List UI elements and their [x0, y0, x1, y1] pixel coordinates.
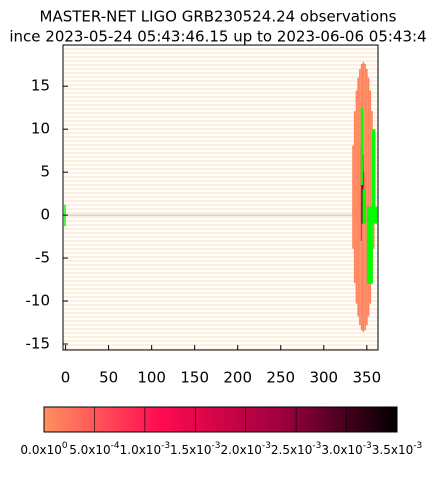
x-tick-label: 150 [180, 369, 209, 387]
probability-cell [352, 145, 354, 249]
observed-field [372, 206, 378, 224]
colorbar-tick-label: 5.0x10-4 [69, 441, 120, 457]
probability-cell [360, 146, 362, 241]
probability-cell [355, 90, 358, 304]
y-tick-label: 10 [31, 120, 50, 138]
colorbar-tick-label: 0.0x100 [20, 441, 67, 457]
probability-cell [365, 69, 368, 326]
colorbar-tick-label-base: 3.5x10 [372, 443, 413, 457]
y-tick-label: -10 [26, 292, 51, 310]
observed-field [362, 189, 366, 224]
x-tick-label: 0 [61, 369, 71, 387]
probability-cell [363, 172, 365, 198]
colorbar-tick-label-base: 2.5x10 [271, 443, 312, 457]
plot-background [63, 45, 378, 350]
colorbar-tick-label-exp: 0 [62, 441, 68, 451]
chart-subtitle: ince 2023-05-24 05:43:46.15 up to 2023-0… [9, 28, 426, 46]
colorbar-tick-label-base: 1.0x10 [120, 443, 161, 457]
observed-field [366, 206, 373, 284]
colorbar-tick-label-base: 2.0x10 [220, 443, 261, 457]
x-tick-label: 100 [137, 369, 166, 387]
colorbar-tick-label-exp: -3 [212, 441, 221, 451]
colorbar [43, 406, 398, 433]
probability-cell [369, 90, 372, 304]
y-tick-label: 5 [40, 163, 50, 181]
colorbar-tick-label-exp: -3 [262, 441, 271, 451]
y-tick-label: 0 [40, 206, 50, 224]
x-tick-label: 200 [223, 369, 252, 387]
probability-cell [367, 77, 370, 317]
colorbar-tick-label: 1.5x10-3 [170, 441, 220, 457]
colorbar-tick-label-exp: -3 [413, 441, 422, 451]
probability-cell [353, 111, 356, 283]
y-tick-label: -5 [35, 249, 50, 267]
colorbar-tick-label-base: 1.5x10 [170, 443, 211, 457]
colorbar-tick-label-exp: -3 [312, 441, 321, 451]
colorbar-tick-label: 3.5x10-3 [372, 441, 422, 457]
x-tick-label: 350 [352, 369, 381, 387]
chart-title: MASTER-NET LIGO GRB230524.24 observation… [40, 8, 397, 26]
x-tick-label: 50 [99, 369, 118, 387]
probability-cell [361, 163, 363, 224]
colorbar-tick-label: 1.0x10-3 [120, 441, 170, 457]
colorbar-tick-label: 3.0x10-3 [321, 441, 371, 457]
plot-frame [62, 44, 379, 351]
colorbar-tick-label-base: 5.0x10 [69, 443, 110, 457]
y-tick-label: -15 [26, 334, 51, 352]
x-tick-label: 300 [309, 369, 338, 387]
observed-field [360, 107, 363, 186]
y-tick-label: 15 [31, 77, 50, 95]
colorbar-tick-label-base: 0.0x10 [20, 443, 61, 457]
probability-cell [359, 69, 361, 326]
colorbar-tick-label-base: 3.0x10 [321, 443, 362, 457]
colorbar-tick-label-exp: -3 [363, 441, 372, 451]
probability-cell [357, 77, 360, 317]
x-tick-label: 250 [266, 369, 295, 387]
colorbar-tick-label-exp: -3 [161, 441, 170, 451]
colorbar-tick-label: 2.5x10-3 [271, 441, 321, 457]
observed-field [371, 129, 376, 207]
colorbar-tick-label-exp: -4 [111, 441, 120, 451]
colorbar-tick-label: 2.0x10-3 [220, 441, 270, 457]
